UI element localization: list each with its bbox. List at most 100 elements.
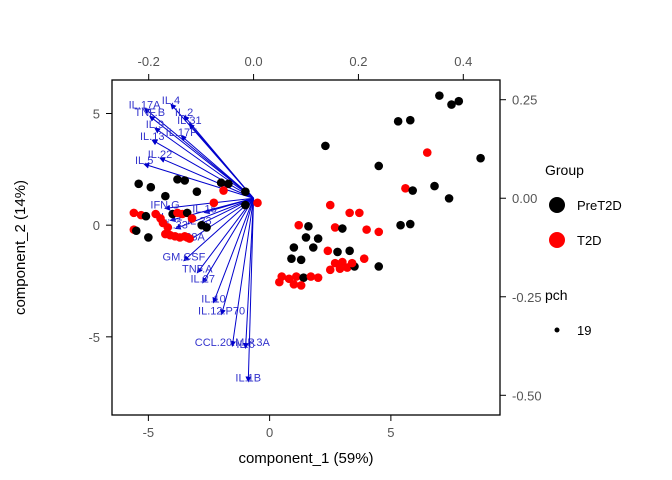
data-point-t2d[interactable] [362, 225, 371, 234]
data-point-pret2d[interactable] [374, 262, 383, 271]
loading-label-il-31: IL.31 [177, 115, 201, 127]
data-point-pret2d[interactable] [345, 247, 354, 256]
data-point-t2d[interactable] [360, 254, 369, 263]
data-point-pret2d[interactable] [302, 233, 311, 242]
data-point-t2d[interactable] [348, 259, 357, 268]
data-point-pret2d[interactable] [321, 142, 330, 151]
data-point-t2d[interactable] [355, 209, 364, 218]
loading-label-il-17f: IL.17F [166, 127, 197, 139]
loading-label-il-1b: IL.1B [235, 373, 261, 385]
legend-group-title: Group [545, 162, 584, 178]
x-top-axis-tick-label: 0.4 [454, 54, 472, 69]
y-axis-tick-label: 5 [93, 107, 100, 122]
data-point-t2d[interactable] [294, 221, 303, 230]
data-point-pret2d[interactable] [314, 234, 323, 243]
loading-label-il-4: IL.4 [162, 95, 180, 107]
legend-label-t2d: T2D [577, 233, 602, 248]
loading-vector-il-9 [157, 129, 254, 198]
y-axis-tick-label: 0 [93, 218, 100, 233]
data-point-pret2d[interactable] [338, 224, 347, 233]
data-point-pret2d[interactable] [435, 91, 444, 100]
data-point-pret2d[interactable] [445, 194, 454, 203]
x-axis-tick-label: -5 [143, 425, 155, 440]
y-right-axis-tick-label: -0.50 [512, 388, 542, 403]
data-point-t2d[interactable] [331, 223, 340, 232]
data-point-pret2d[interactable] [132, 226, 141, 235]
y-right-axis-tick-label: -0.25 [512, 290, 542, 305]
x-axis-tick-label: 0 [266, 425, 273, 440]
x-axis-title: component_1 (59%) [238, 450, 373, 467]
data-point-pret2d[interactable] [476, 154, 485, 163]
y-right-axis-tick-label: 0.25 [512, 93, 537, 108]
data-point-t2d[interactable] [188, 214, 197, 223]
data-point-pret2d[interactable] [144, 233, 153, 242]
data-point-t2d[interactable] [290, 280, 299, 289]
data-point-t2d[interactable] [401, 184, 410, 193]
data-point-t2d[interactable] [219, 186, 228, 195]
loading-vector-il-10 [214, 198, 253, 300]
data-point-pret2d[interactable] [147, 183, 156, 192]
data-point-pret2d[interactable] [304, 222, 313, 231]
data-point-t2d[interactable] [297, 281, 306, 290]
loading-label-il-13: IL.13 [140, 131, 164, 143]
data-point-t2d[interactable] [423, 148, 432, 157]
data-point-t2d[interactable] [331, 259, 340, 268]
data-point-pret2d[interactable] [180, 176, 189, 185]
legend-pch-label: 19 [577, 323, 591, 338]
data-point-pret2d[interactable] [396, 221, 405, 230]
loading-label-gm-csf: GM.CSF [163, 252, 206, 264]
data-point-pret2d[interactable] [309, 243, 318, 252]
data-point-t2d[interactable] [314, 273, 323, 282]
data-point-pret2d[interactable] [406, 116, 415, 125]
data-point-pret2d[interactable] [454, 97, 463, 106]
legend-pch-swatch[interactable] [555, 328, 560, 333]
data-point-pret2d[interactable] [193, 187, 202, 196]
data-point-t2d[interactable] [307, 272, 316, 281]
biplot-container: -5 0 5 component_1 (59%) 5 0 -5 component_2 (14… [0, 0, 672, 480]
data-point-pret2d[interactable] [287, 254, 296, 263]
x-top-axis-tick-label: 0.0 [245, 54, 263, 69]
data-point-pret2d[interactable] [430, 182, 439, 191]
data-point-t2d[interactable] [253, 199, 262, 208]
data-point-pret2d[interactable] [202, 223, 211, 232]
data-point-pret2d[interactable] [161, 192, 170, 201]
legend-group: GroupPreT2DT2Dpch19 [545, 162, 622, 338]
data-point-pret2d[interactable] [241, 201, 250, 210]
x-axis-tick-label: 5 [387, 425, 394, 440]
data-point-t2d[interactable] [210, 199, 219, 208]
legend-swatch-pret2d[interactable] [549, 197, 565, 213]
data-point-pret2d[interactable] [333, 248, 342, 257]
data-point-t2d[interactable] [292, 272, 301, 281]
data-point-pret2d[interactable] [299, 273, 308, 282]
data-point-pret2d[interactable] [297, 255, 306, 264]
legend-swatch-t2d[interactable] [549, 232, 565, 248]
data-point-t2d[interactable] [338, 258, 347, 267]
data-point-t2d[interactable] [324, 247, 333, 256]
data-point-t2d[interactable] [326, 201, 335, 210]
legend-label-pret2d: PreT2D [577, 198, 622, 213]
data-point-pret2d[interactable] [134, 180, 143, 189]
loading-label-il-6: IL.6 [236, 339, 254, 351]
data-point-pret2d[interactable] [394, 117, 403, 126]
data-point-pret2d[interactable] [241, 187, 250, 196]
data-point-pret2d[interactable] [408, 186, 417, 195]
data-point-pret2d[interactable] [217, 178, 226, 187]
loading-label-il-9: IL.9 [146, 119, 164, 131]
data-point-pret2d[interactable] [406, 220, 415, 229]
data-point-pret2d[interactable] [290, 243, 299, 252]
data-point-pret2d[interactable] [374, 162, 383, 171]
data-point-t2d[interactable] [130, 209, 139, 218]
data-point-t2d[interactable] [275, 278, 284, 287]
x-top-axis-tick-label: 0.2 [349, 54, 367, 69]
data-point-t2d[interactable] [345, 209, 354, 218]
loading-label-tnf-b: TNF.B [134, 107, 165, 119]
y-axis-title: component_2 (14%) [12, 180, 29, 315]
data-point-pret2d[interactable] [142, 212, 151, 221]
y-right-axis-tick-label: 0.00 [512, 191, 537, 206]
y-axis-tick-label: -5 [88, 330, 100, 345]
data-point-t2d[interactable] [185, 234, 194, 243]
data-point-t2d[interactable] [374, 228, 383, 237]
loading-label-il-27: IL.27 [190, 274, 214, 286]
biplot-svg: -5 0 5 component_1 (59%) 5 0 -5 component_2 (14… [0, 0, 672, 480]
data-point-pret2d[interactable] [173, 175, 182, 184]
